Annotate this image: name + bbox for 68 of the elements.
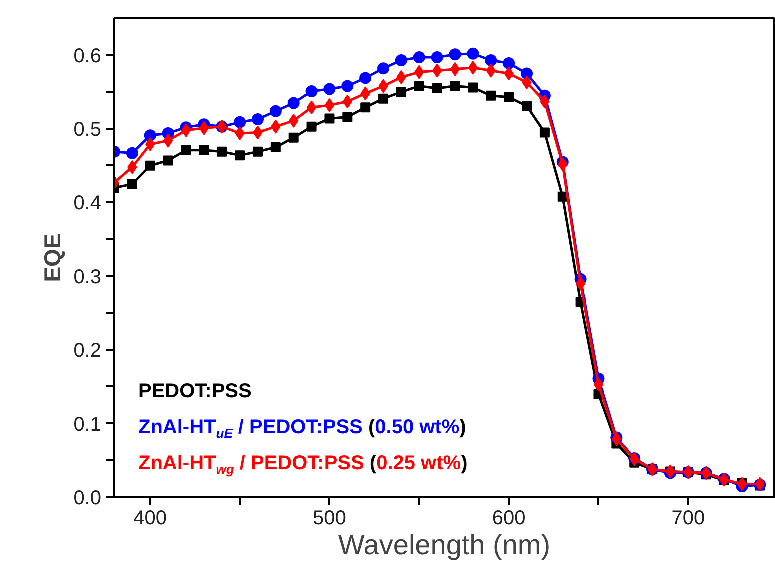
- x-axis-title: Wavelength (nm): [338, 530, 551, 560]
- point: [360, 72, 372, 84]
- point: [432, 64, 442, 78]
- point: [252, 113, 264, 126]
- point: [450, 81, 460, 92]
- y-axis-title: EQE: [40, 234, 66, 282]
- y-tick-label: 0.3: [74, 266, 102, 288]
- y-tick-label: 0.5: [74, 119, 102, 142]
- x-tick-label: 700: [672, 508, 706, 530]
- point: [234, 116, 246, 128]
- point: [288, 132, 299, 143]
- point: [486, 90, 496, 101]
- point: [503, 57, 516, 70]
- text: PEDOT:PSS: [138, 380, 252, 402]
- x-tick-label: 400: [134, 508, 168, 530]
- point: [432, 84, 442, 94]
- point: [378, 94, 389, 104]
- point: [306, 122, 317, 132]
- point: [360, 102, 371, 113]
- y-tick-label: 0.0: [74, 488, 102, 510]
- point: [217, 146, 228, 157]
- point: [163, 134, 174, 148]
- point: [450, 62, 460, 76]
- point: [270, 105, 282, 118]
- point: [431, 52, 444, 64]
- point: [324, 83, 336, 96]
- point: [144, 130, 156, 142]
- point: [414, 81, 424, 92]
- point: [378, 62, 390, 75]
- point: [324, 98, 335, 112]
- point: [126, 147, 138, 160]
- point: [522, 101, 532, 112]
- point: [737, 477, 748, 492]
- point: [485, 54, 498, 66]
- point: [342, 80, 354, 92]
- point: [270, 142, 281, 152]
- point: [342, 112, 353, 122]
- point: [396, 87, 406, 98]
- point: [127, 179, 138, 190]
- point: [199, 145, 210, 156]
- point: [163, 156, 174, 166]
- point: [468, 82, 478, 93]
- point: [467, 48, 480, 60]
- point: [306, 85, 318, 98]
- point: [540, 128, 550, 138]
- point: [413, 52, 426, 64]
- point: [181, 124, 192, 138]
- point: [576, 276, 586, 291]
- point: [252, 146, 263, 157]
- point: [145, 160, 156, 171]
- point: [288, 97, 300, 110]
- point: [468, 60, 478, 75]
- point: [449, 48, 462, 61]
- point: [324, 114, 335, 124]
- point: [199, 121, 210, 136]
- point: [612, 432, 622, 446]
- y-tick-label: 0.6: [74, 45, 102, 68]
- point: [235, 150, 246, 161]
- x-tick-label: 500: [313, 508, 346, 530]
- point: [181, 145, 192, 156]
- point: [306, 100, 317, 115]
- y-tick-label: 0.2: [74, 340, 102, 362]
- point: [594, 378, 604, 392]
- y-tick-label: 0.1: [74, 414, 102, 436]
- x-tick-label: 600: [492, 508, 526, 530]
- point: [504, 92, 514, 102]
- y-tick-label: 0.4: [74, 192, 102, 215]
- point: [395, 54, 408, 66]
